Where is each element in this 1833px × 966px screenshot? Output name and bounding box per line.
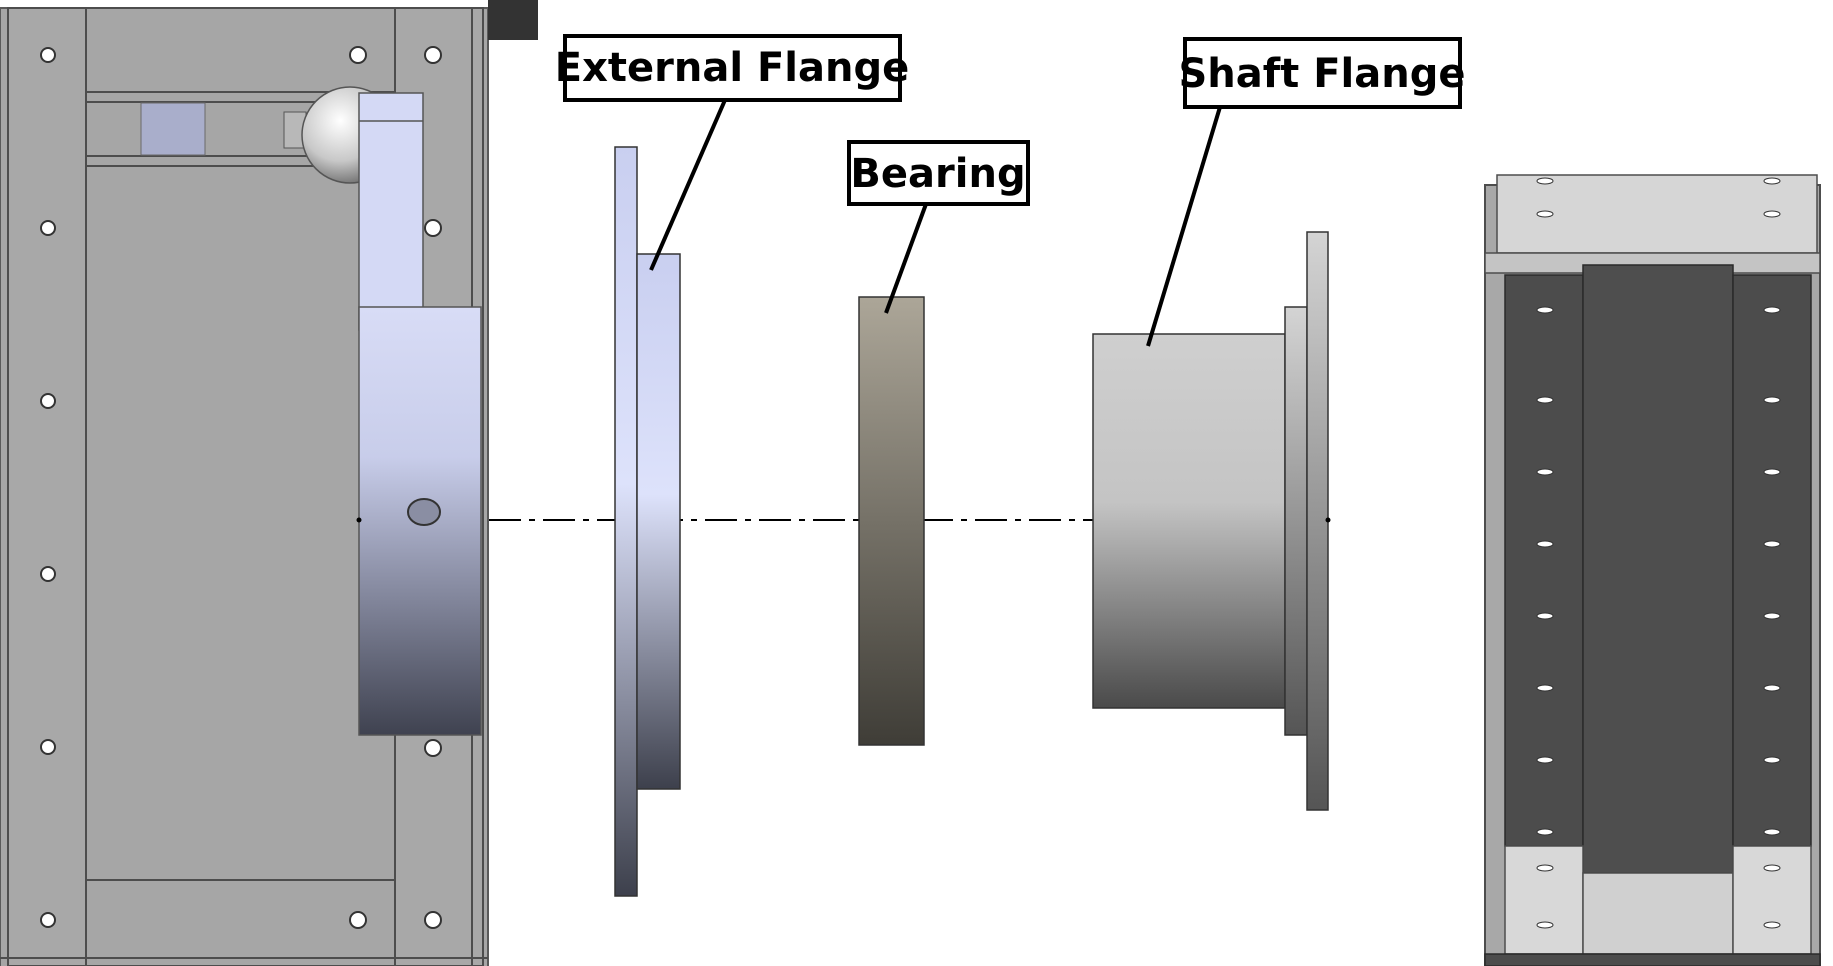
mounting-hole bbox=[40, 912, 56, 928]
leader-line-shaft-flange bbox=[1146, 106, 1222, 347]
label-box-external-flange bbox=[563, 34, 902, 102]
section-center-core bbox=[1582, 264, 1734, 874]
callout-shaft-flange: Shaft Flange bbox=[1146, 37, 1466, 347]
label-shaft-flange: Shaft Flange bbox=[1179, 51, 1466, 97]
linkage-pin bbox=[140, 102, 206, 156]
bolt-mark bbox=[1763, 306, 1781, 314]
bolt-mark bbox=[1763, 756, 1781, 764]
mounting-hole bbox=[424, 46, 442, 64]
bolt-mark bbox=[1536, 756, 1554, 764]
housing-left-rail bbox=[7, 7, 87, 966]
leader-line-external-flange bbox=[649, 99, 727, 271]
bolt-mark bbox=[1763, 210, 1781, 218]
section-lower-left-block bbox=[1504, 845, 1584, 955]
section-right-column bbox=[1732, 274, 1812, 847]
shaft-flange-part bbox=[1092, 231, 1331, 811]
external-flange-part bbox=[614, 146, 681, 897]
mounting-hole bbox=[424, 219, 442, 237]
mounting-hole bbox=[349, 911, 367, 929]
housing-blue-body bbox=[356, 92, 482, 736]
right-section-view bbox=[1484, 174, 1821, 966]
callout-external-flange: External Flange bbox=[555, 34, 909, 271]
external-flange-hub bbox=[636, 253, 681, 790]
bolt-mark bbox=[1763, 828, 1781, 836]
bolt-mark bbox=[1536, 306, 1554, 314]
bolt-mark bbox=[1763, 468, 1781, 476]
bolt-mark bbox=[1536, 396, 1554, 404]
bolt-mark bbox=[1763, 177, 1781, 185]
housing-top-tab bbox=[488, 0, 538, 40]
mounting-hole bbox=[40, 566, 56, 582]
shaft-flange-disk bbox=[1306, 231, 1329, 811]
housing-axis-dot bbox=[356, 517, 362, 523]
bolt-mark bbox=[1536, 540, 1554, 548]
housing-port bbox=[407, 498, 441, 526]
bearing-part bbox=[858, 296, 925, 746]
housing-top-bar bbox=[85, 7, 396, 93]
section-lower-right-block bbox=[1732, 845, 1812, 955]
bolt-mark bbox=[1763, 612, 1781, 620]
section-lower-center-block bbox=[1582, 872, 1734, 955]
bolt-mark bbox=[1763, 396, 1781, 404]
shaft-axis-dot bbox=[1325, 517, 1331, 523]
housing-blue-upper bbox=[358, 92, 424, 331]
bolt-mark bbox=[1763, 864, 1781, 872]
left-housing-view bbox=[0, 0, 538, 966]
bolt-mark bbox=[1536, 468, 1554, 476]
label-box-bearing bbox=[847, 140, 1030, 206]
mounting-hole bbox=[424, 911, 442, 929]
bolt-mark bbox=[1763, 684, 1781, 692]
mounting-hole bbox=[40, 739, 56, 755]
bolt-mark bbox=[1536, 612, 1554, 620]
label-bearing: Bearing bbox=[850, 151, 1025, 197]
bolt-mark bbox=[1536, 864, 1554, 872]
bolt-mark bbox=[1536, 921, 1554, 929]
shaft-flange-step bbox=[1284, 306, 1308, 736]
section-bottom-band bbox=[1484, 953, 1821, 966]
mounting-hole bbox=[349, 46, 367, 64]
label-external-flange: External Flange bbox=[555, 45, 909, 91]
section-left-column bbox=[1504, 274, 1584, 847]
bolt-mark bbox=[1536, 177, 1554, 185]
housing-bottom-bar bbox=[85, 879, 396, 966]
bolt-mark bbox=[1763, 921, 1781, 929]
mounting-hole bbox=[40, 393, 56, 409]
bolt-mark bbox=[1763, 540, 1781, 548]
mounting-hole bbox=[40, 47, 56, 63]
section-bolt-marks bbox=[1536, 177, 1781, 929]
mounting-hole bbox=[40, 220, 56, 236]
mounting-hole bbox=[424, 739, 442, 757]
housing-mounting-holes bbox=[40, 46, 442, 929]
bolt-mark bbox=[1536, 210, 1554, 218]
shaft-flange-body bbox=[1092, 333, 1286, 709]
leader-line-bearing bbox=[884, 203, 928, 314]
label-box-shaft-flange bbox=[1183, 37, 1462, 109]
bolt-mark bbox=[1536, 828, 1554, 836]
callout-bearing: Bearing bbox=[847, 140, 1030, 314]
external-flange-disk bbox=[614, 146, 638, 897]
bolt-mark bbox=[1536, 684, 1554, 692]
